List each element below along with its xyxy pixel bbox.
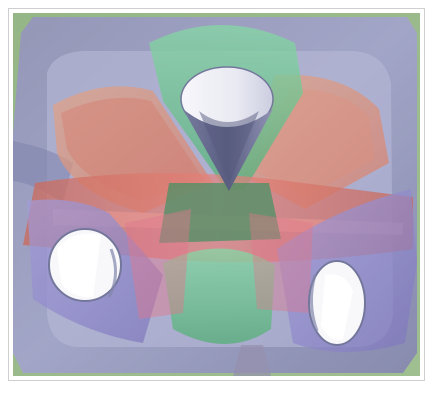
image-border — [8, 8, 425, 381]
cone-render-svg — [13, 13, 420, 376]
lighting-veil — [13, 13, 420, 376]
cone-render — [13, 13, 420, 376]
